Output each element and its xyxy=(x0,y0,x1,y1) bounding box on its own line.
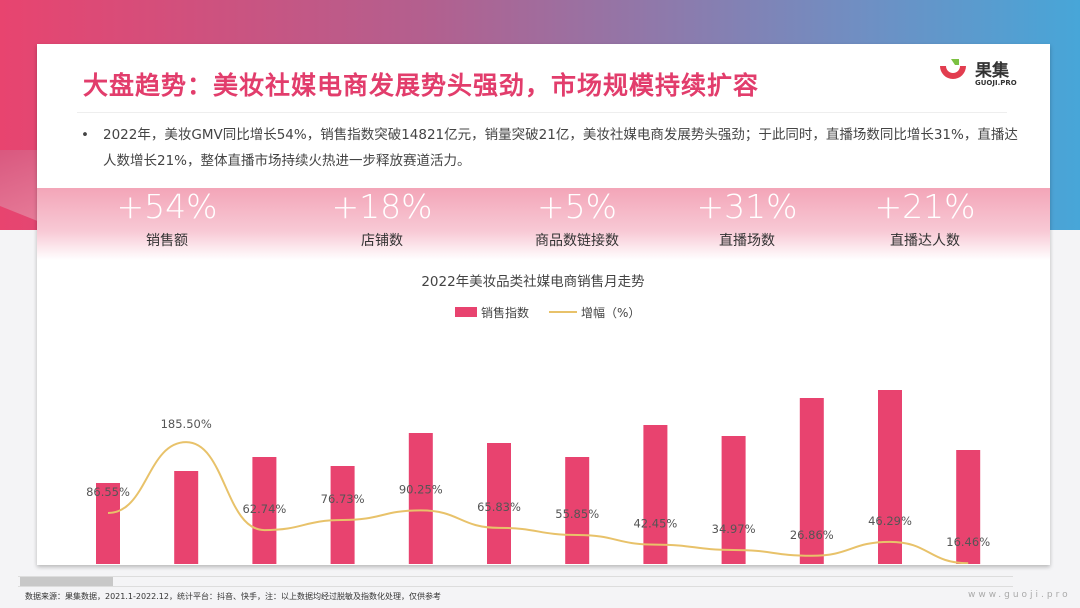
data-label: 26.86% xyxy=(790,528,834,542)
data-label: 55.85% xyxy=(555,507,599,521)
data-label: 34.97% xyxy=(712,522,756,536)
kpi-sales: +54% 销售额 xyxy=(77,188,257,250)
data-label: 46.29% xyxy=(868,514,912,528)
kpi-label: 销售额 xyxy=(146,233,188,249)
kpi-value: +18% xyxy=(331,187,433,226)
legend-bar-label: 销售指数 xyxy=(481,305,529,320)
kpi-shops: +18% 店铺数 xyxy=(292,188,472,250)
legend-bar-swatch xyxy=(455,307,477,317)
data-label: 185.50% xyxy=(161,417,212,431)
bar-9月 xyxy=(721,436,746,564)
bar-12月 xyxy=(956,450,981,564)
data-label: 62.74% xyxy=(242,502,286,516)
slide-card: 大盘趋势：美妆社媒电商发展势头强劲，市场规模持续扩容 果集 GUOJI.PRO … xyxy=(37,44,1050,565)
kpi-label: 店铺数 xyxy=(361,233,403,249)
bar-1月 xyxy=(96,483,120,564)
kpi-value: +54% xyxy=(116,187,218,226)
kpi-band: +54% 销售额 +18% 店铺数 +5% 商品数链接数 +31% 直播场数 +21% 直… xyxy=(37,188,1050,260)
bar-2月 xyxy=(174,471,199,564)
summary-body: 2022年，美妆GMV同比增长54%，销售指数突破14821亿元，销量突破21亿… xyxy=(103,127,1018,169)
bar-7月 xyxy=(565,457,590,564)
footer-source: 数据来源：果集数据，2021.1-2022.12，统计平台：抖音、快手，注：以上… xyxy=(25,592,441,601)
data-label: 76.73% xyxy=(321,492,365,506)
kpi-live-sessions: +31% 直播场数 xyxy=(657,188,837,250)
bar-3月 xyxy=(252,457,277,564)
legend-line-label: 增幅（%） xyxy=(581,305,640,320)
growth-line xyxy=(107,441,969,564)
data-label: 42.45% xyxy=(633,517,677,531)
data-label: 90.25% xyxy=(399,482,443,496)
kpi-value: +5% xyxy=(536,187,617,226)
divider xyxy=(77,112,1007,113)
logo: 果集 GUOJI.PRO xyxy=(937,54,1037,94)
data-label: 86.55% xyxy=(86,485,130,499)
scrollbar[interactable] xyxy=(18,576,1013,587)
logo-name: 果集 xyxy=(975,61,1009,81)
data-label: 65.83% xyxy=(477,500,521,514)
footer-url: www.guoji.pro xyxy=(968,590,1071,600)
kpi-products: +5% 商品数链接数 xyxy=(487,188,667,250)
kpi-value: +21% xyxy=(874,187,976,226)
chart-title: 2022年美妆品类社媒电商销售月走势 xyxy=(421,274,644,290)
bar-10月 xyxy=(799,398,824,564)
sales-chart: 2022年美妆品类社媒电商销售月走势 销售指数 增幅（%） 86.55% 185.… xyxy=(86,274,990,564)
page-title: 大盘趋势：美妆社媒电商发展势头强劲，市场规模持续扩容 xyxy=(83,71,760,100)
kpi-label: 直播达人数 xyxy=(890,233,960,249)
bar-6月 xyxy=(487,443,511,564)
summary-text: • 2022年，美妆GMV同比增长54%，销售指数突破14821亿元，销量突破2… xyxy=(81,122,1021,174)
kpi-label: 直播场数 xyxy=(719,233,775,249)
logo-sub: GUOJI.PRO xyxy=(975,79,1017,87)
kpi-live-influencers: +21% 直播达人数 xyxy=(835,188,1015,250)
scrollbar-thumb[interactable] xyxy=(20,577,113,586)
bar-5月 xyxy=(408,433,433,564)
logo-mark-icon xyxy=(940,59,966,79)
bar-11月 xyxy=(878,390,902,564)
data-label: 16.46% xyxy=(946,535,990,549)
bullet: • xyxy=(81,127,89,143)
bar-4月 xyxy=(330,466,355,564)
bar-8月 xyxy=(643,425,668,564)
kpi-value: +31% xyxy=(696,187,798,226)
kpi-label: 商品数链接数 xyxy=(535,233,619,249)
